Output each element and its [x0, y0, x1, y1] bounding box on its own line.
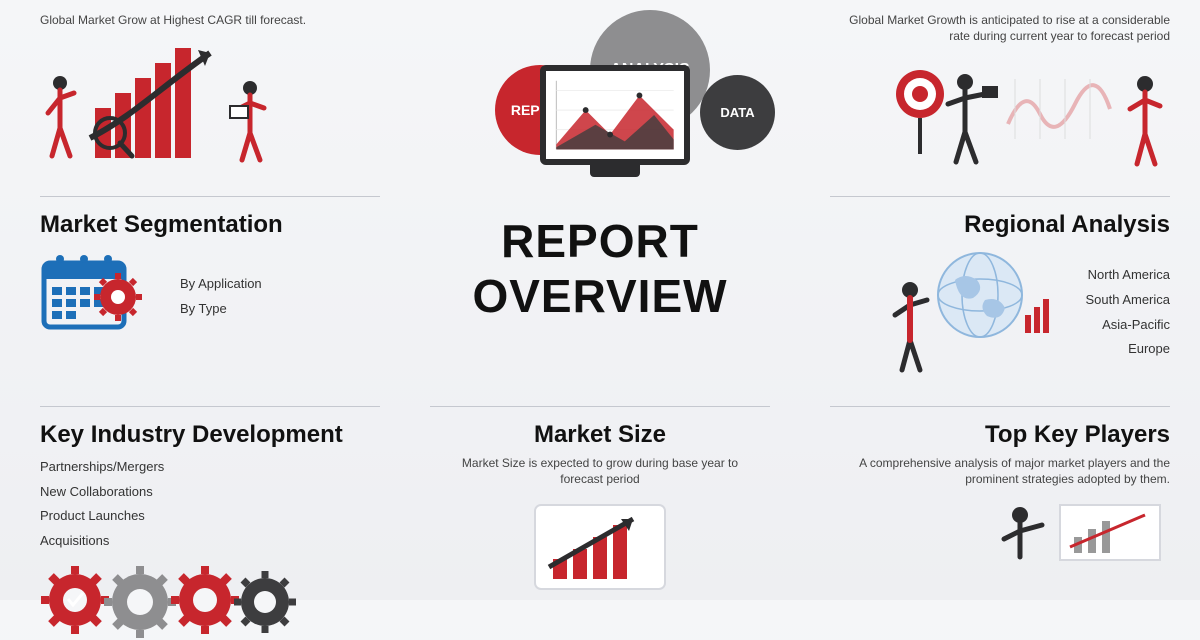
- market-size-panel: Market Size Market Size is expected to g…: [430, 400, 770, 597]
- top-players-heading: Top Key Players: [830, 421, 1170, 449]
- divider: [40, 406, 380, 407]
- calendar-gear-icon: [40, 249, 150, 344]
- list-item: Europe: [1085, 337, 1170, 362]
- list-item: Product Launches: [40, 504, 380, 529]
- bar-arrow-icon: [430, 497, 770, 597]
- regional-list: North America South America Asia-Pacific…: [1085, 263, 1170, 362]
- list-item: By Application: [180, 272, 262, 297]
- segmentation-panel: Market Segmentation By Application By Ty…: [40, 190, 380, 344]
- list-item: North America: [1085, 263, 1170, 288]
- regional-heading: Regional Analysis: [830, 211, 1170, 239]
- regional-panel: Regional Analysis North America: [830, 190, 1170, 380]
- top-players-blurb: A comprehensive analysis of major market…: [850, 455, 1170, 487]
- list-item: New Collaborations: [40, 480, 380, 505]
- market-size-heading: Market Size: [430, 421, 770, 449]
- divider: [830, 196, 1170, 197]
- list-item: By Type: [180, 297, 262, 322]
- list-item: Asia-Pacific: [1085, 313, 1170, 338]
- key-industry-list: Partnerships/Mergers New Collaborations …: [40, 455, 380, 554]
- top-players-panel: Top Key Players A comprehensive analysis…: [830, 400, 1170, 577]
- list-item: Acquisitions: [40, 529, 380, 554]
- divider: [830, 406, 1170, 407]
- top-right-blurb: Global Market Growth is anticipated to r…: [830, 12, 1170, 44]
- hero-title-line2: OVERVIEW: [400, 273, 800, 320]
- market-size-blurb: Market Size is expected to grow during b…: [460, 455, 740, 487]
- segmentation-list: By Application By Type: [180, 272, 262, 321]
- list-item: Partnerships/Mergers: [40, 455, 380, 480]
- hero-title-line1: REPORT: [400, 218, 800, 265]
- bubble-data: DATA: [700, 75, 775, 150]
- hero: ANALYSIS REPORT DATA REPORT OVERVIEW: [400, 10, 800, 320]
- presentation-icon: [830, 497, 1170, 577]
- list-item: South America: [1085, 288, 1170, 313]
- hero-graphic: ANALYSIS REPORT DATA: [400, 10, 800, 210]
- divider: [430, 406, 770, 407]
- monitor-icon: [540, 65, 690, 165]
- growth-chart-illustration: [40, 38, 380, 168]
- top-right-panel: Global Market Growth is anticipated to r…: [830, 12, 1170, 174]
- segmentation-heading: Market Segmentation: [40, 211, 380, 239]
- divider: [40, 196, 380, 197]
- key-industry-panel: Key Industry Development Partnerships/Me…: [40, 400, 380, 640]
- top-left-blurb: Global Market Grow at Highest CAGR till …: [40, 12, 380, 28]
- key-industry-heading: Key Industry Development: [40, 421, 380, 449]
- top-left-panel: Global Market Grow at Highest CAGR till …: [40, 12, 380, 168]
- target-chart-illustration: [830, 54, 1170, 174]
- globe-person-icon: [885, 245, 1065, 380]
